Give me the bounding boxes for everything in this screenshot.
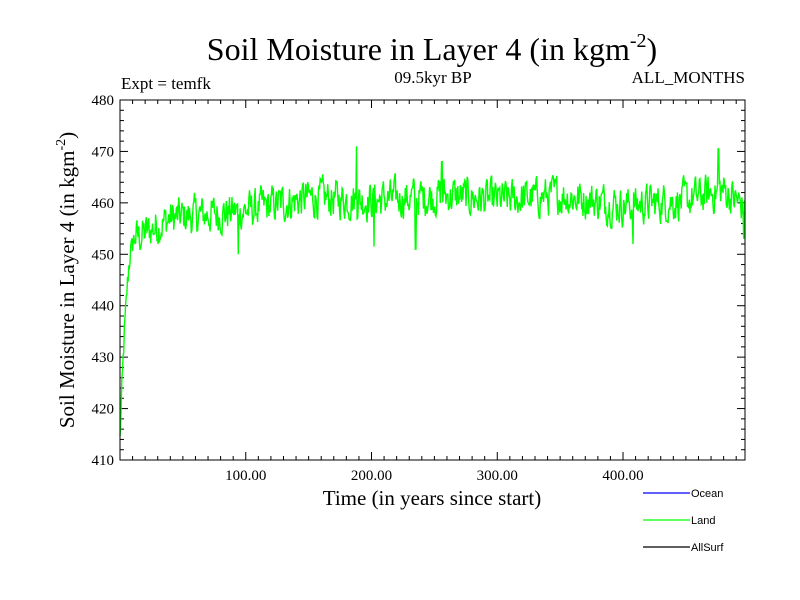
plot-frame: [119, 99, 746, 461]
legend-label-land: Land: [691, 515, 715, 527]
period-label: 09.5kyr BP: [394, 68, 471, 87]
y-tick-label: 460: [92, 196, 115, 212]
x-tick-label: 100.00: [225, 468, 266, 484]
y-axis-label: Soil Moisture in Layer 4 (in kgm-2): [54, 132, 79, 428]
x-tick-label: 400.00: [602, 468, 643, 484]
experiment-label: Expt = temfk: [121, 74, 211, 93]
legend: Ocean Land AllSurf: [643, 488, 724, 554]
chart-title: Soil Moisture in Layer 4 (in kgm-2): [207, 30, 657, 67]
x-tick-label: 300.00: [477, 468, 518, 484]
x-axis: 100.00 200.00 300.00 400.00: [132, 100, 737, 484]
series-land-line: [119, 146, 746, 437]
y-tick-label: 480: [92, 93, 115, 109]
y-tick-label: 450: [92, 247, 115, 263]
legend-label-ocean: Ocean: [691, 488, 723, 500]
y-tick-label: 440: [92, 299, 115, 315]
legend-label-allsurf: AllSurf: [691, 542, 724, 554]
series-group: [119, 146, 746, 437]
x-axis-label: Time (in years since start): [323, 486, 542, 510]
months-label: ALL_MONTHS: [632, 68, 745, 87]
y-tick-label: 430: [92, 350, 115, 366]
x-tick-label: 200.00: [351, 468, 392, 484]
y-axis: 410 420 430 440 450 460 470 480: [92, 93, 745, 469]
y-tick-label: 420: [92, 402, 115, 418]
y-tick-label: 470: [92, 144, 115, 160]
y-tick-label: 410: [92, 453, 115, 469]
